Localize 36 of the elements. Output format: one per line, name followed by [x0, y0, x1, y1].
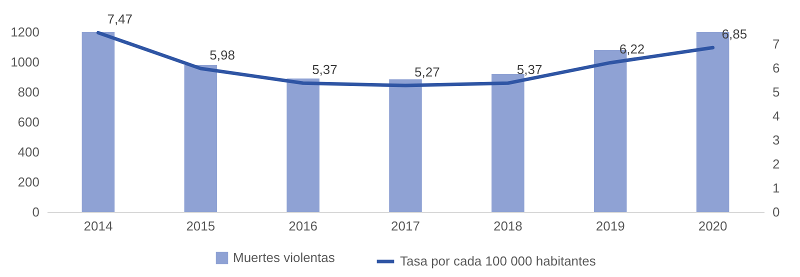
data-label: 5,98	[210, 47, 235, 62]
x-tick-label: 2018	[493, 218, 522, 234]
y2-tick-label: 5	[772, 84, 780, 100]
data-label: 6,22	[619, 42, 645, 57]
bar	[492, 74, 524, 212]
bar	[82, 32, 115, 212]
x-tick-label: 2014	[84, 218, 113, 234]
legend-label: Muertes violentas	[233, 250, 336, 265]
y-tick-label: 800	[18, 84, 40, 100]
x-tick-label: 2016	[288, 218, 318, 234]
line-series	[96, 30, 715, 88]
bar	[184, 65, 218, 212]
bar	[286, 78, 320, 212]
y2-tick-label: 1	[772, 180, 780, 196]
x-tick-label: 2015	[186, 218, 216, 234]
y2-tick-label: 4	[772, 108, 780, 124]
legend-label: Tasa por cada 100 000 habitantes	[400, 254, 596, 268]
y-tick-label: 200	[18, 174, 40, 190]
y2-tick-label: 6	[772, 60, 780, 76]
y-tick-label: 0	[32, 204, 40, 220]
y2-tick-label: 7	[772, 36, 780, 52]
x-tick-label: 2020	[698, 218, 728, 234]
x-tick-label: 2017	[391, 218, 420, 234]
y2-tick-label: 0	[772, 204, 780, 220]
y2-tick-label: 2	[772, 156, 780, 172]
x-tick-label: 2019	[596, 218, 625, 234]
data-label: 5,27	[414, 64, 440, 80]
bar	[389, 79, 422, 212]
y2-tick-label: 3	[772, 132, 780, 148]
y-tick-label: 400	[18, 144, 40, 160]
y-tick-label: 600	[18, 114, 40, 130]
data-label: 5,37	[312, 62, 338, 78]
data-label: 7,47	[107, 12, 133, 27]
y-tick-label: 1000	[10, 54, 40, 70]
y-tick-label: 1200	[10, 24, 40, 40]
data-label: 5,37	[516, 62, 542, 78]
